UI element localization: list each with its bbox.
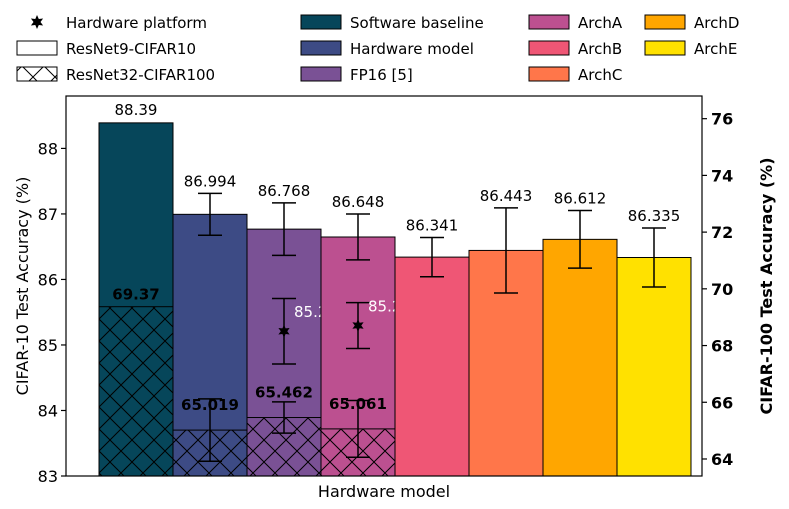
data-label-cifar10: 86.648 xyxy=(332,193,385,211)
legend-swatch xyxy=(16,66,58,82)
y-tick-label-left: 84 xyxy=(38,401,58,420)
axes-group: 83 84 85 86 87 88 64 66 68 70 72 74 76 xyxy=(38,110,734,486)
legend-item: ArchD xyxy=(644,14,739,32)
x-axis-label: Hardware model xyxy=(318,482,450,501)
legend-label: Software baseline xyxy=(350,14,484,32)
y-tick-label-left: 87 xyxy=(38,205,58,224)
data-label-cifar10: 86.443 xyxy=(480,187,533,205)
legend-label: ArchC xyxy=(578,66,622,84)
legend-swatch xyxy=(300,40,342,56)
legend-item: Hardware model xyxy=(300,40,474,58)
legend-swatch xyxy=(528,14,570,30)
legend-swatch xyxy=(644,14,686,30)
legend-swatch xyxy=(300,14,342,30)
data-label-cifar10: 86.768 xyxy=(258,182,311,200)
legend-label: Hardware platform xyxy=(66,14,207,32)
y-axis-label-left: CIFAR-10 Test Accuracy (%) xyxy=(13,177,32,396)
legend-item: Software baseline xyxy=(300,14,484,32)
legend-star-marker xyxy=(30,15,44,29)
bars-group: 88.3969.3786.99465.01986.76865.46285.218… xyxy=(98,101,692,477)
y-tick-label-right: 74 xyxy=(711,166,733,185)
legend-item: ArchA xyxy=(528,14,623,32)
legend: Hardware platform ResNet9-CIFAR10 ResNet32… xyxy=(16,14,739,84)
legend-item: ResNet9-CIFAR10 xyxy=(16,40,196,58)
legend-label: ArchA xyxy=(578,14,623,32)
legend-label: ArchD xyxy=(694,14,739,32)
y-tick-label-right: 72 xyxy=(711,223,733,242)
y-tick-label-left: 86 xyxy=(38,270,58,289)
data-label-cifar100: 65.462 xyxy=(255,384,313,402)
data-label-cifar10: 86.612 xyxy=(554,190,607,208)
y-tick-label-left: 85 xyxy=(38,336,58,355)
data-label-cifar100: 65.019 xyxy=(181,396,239,414)
legend-swatch xyxy=(16,40,58,56)
y-tick-label-left: 83 xyxy=(38,467,58,486)
data-label-cifar10: 88.39 xyxy=(115,101,158,119)
legend-item: FP16 [5] xyxy=(300,66,413,84)
legend-label: Hardware model xyxy=(350,40,474,58)
legend-item: ArchB xyxy=(528,40,622,58)
y-tick-label-right: 68 xyxy=(711,337,733,356)
data-label-cifar10: 86.994 xyxy=(184,172,237,190)
bar-cifar100 xyxy=(98,306,174,477)
y-tick-label-right: 70 xyxy=(711,280,733,299)
legend-label: ResNet32-CIFAR100 xyxy=(66,66,215,84)
data-label-cifar100: 69.37 xyxy=(112,286,159,304)
plot-frame xyxy=(65,95,703,477)
legend-swatch xyxy=(300,66,342,82)
hw-platform-marker xyxy=(278,324,290,338)
legend-label: ArchB xyxy=(578,40,622,58)
bar-cifar10 xyxy=(394,256,470,477)
legend-item: ResNet32-CIFAR100 xyxy=(16,66,215,84)
legend-swatch xyxy=(644,40,686,56)
y-tick-label-right: 66 xyxy=(711,393,733,412)
hw-platform-marker xyxy=(352,319,364,332)
legend-swatch xyxy=(528,40,570,56)
legend-label: ArchE xyxy=(694,40,737,58)
y-tick-label-right: 64 xyxy=(711,450,733,469)
y-axis-label-right: CIFAR-100 Test Accuracy (%) xyxy=(757,157,776,414)
data-label-cifar100: 65.061 xyxy=(329,395,387,413)
y-tick-label-right: 76 xyxy=(711,110,733,129)
legend-item: ArchC xyxy=(528,66,622,84)
legend-label: FP16 [5] xyxy=(350,66,413,84)
y-tick-label-left: 88 xyxy=(38,139,58,158)
legend-label: ResNet9-CIFAR10 xyxy=(66,40,196,58)
legend-item: ArchE xyxy=(644,40,737,58)
legend-item: Hardware platform xyxy=(30,14,207,32)
bar-cifar10 xyxy=(542,238,618,477)
legend-swatch xyxy=(528,66,570,82)
data-label-cifar10: 86.335 xyxy=(628,207,681,225)
bar-cifar10 xyxy=(616,257,692,477)
data-label-cifar10: 86.341 xyxy=(406,216,459,234)
